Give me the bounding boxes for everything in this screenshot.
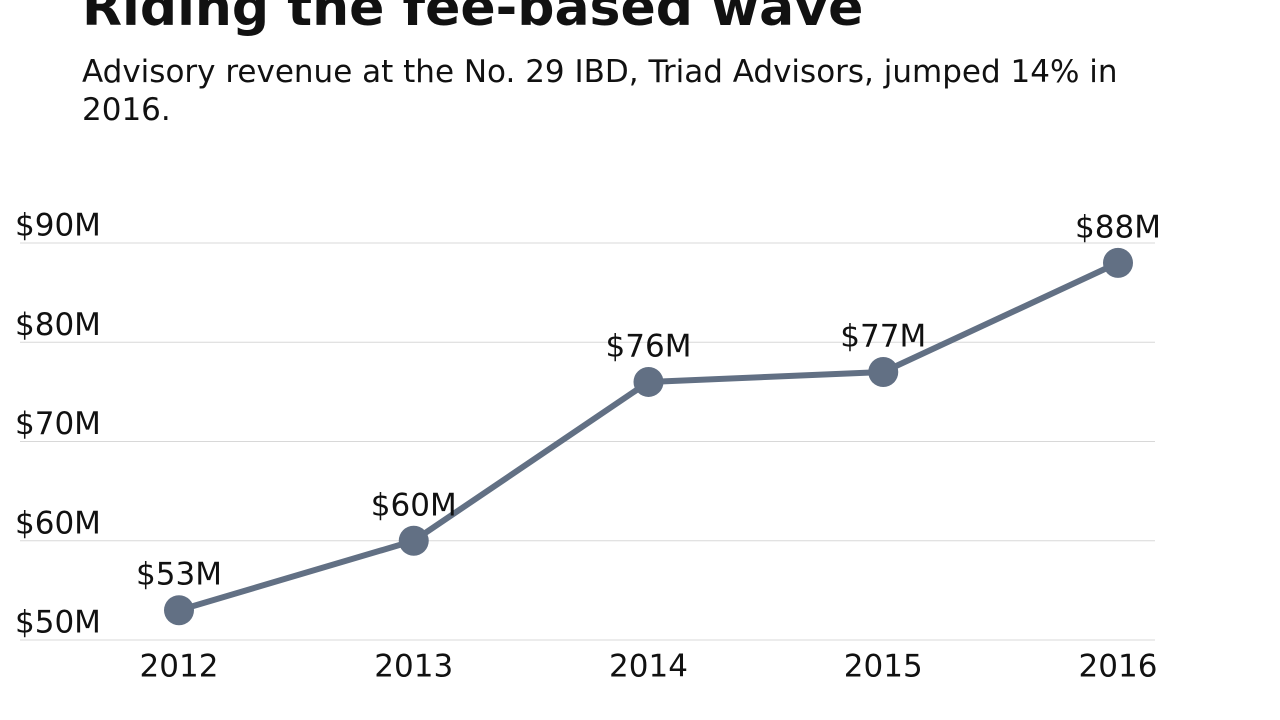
chart-title: Riding the fee-based wave — [82, 0, 864, 38]
y-tick-label: $70M — [15, 406, 101, 442]
y-tick-label: $60M — [15, 505, 101, 541]
x-tick-label: 2015 — [844, 649, 923, 685]
data-label: $77M — [840, 319, 926, 355]
y-tick-label: $80M — [15, 307, 101, 343]
x-tick-label: 2013 — [374, 649, 453, 685]
data-point — [868, 357, 899, 388]
x-tick-label: 2016 — [1079, 649, 1158, 685]
y-tick-label: $50M — [15, 605, 101, 641]
data-point — [398, 525, 429, 556]
data-point — [633, 366, 664, 397]
data-point — [1103, 247, 1133, 278]
data-label: $76M — [606, 328, 692, 364]
x-tick-label: 2012 — [140, 649, 219, 685]
data-line — [178, 260, 1120, 614]
data-point — [164, 595, 194, 626]
data-label: $53M — [136, 557, 222, 593]
x-tick-label: 2014 — [609, 649, 688, 685]
chart-subtitle: Advisory revenue at the No. 29 IBD, Tria… — [82, 54, 1118, 128]
y-tick-label: $90M — [15, 208, 101, 244]
data-label: $60M — [371, 487, 457, 523]
data-label: $88M — [1075, 209, 1161, 245]
